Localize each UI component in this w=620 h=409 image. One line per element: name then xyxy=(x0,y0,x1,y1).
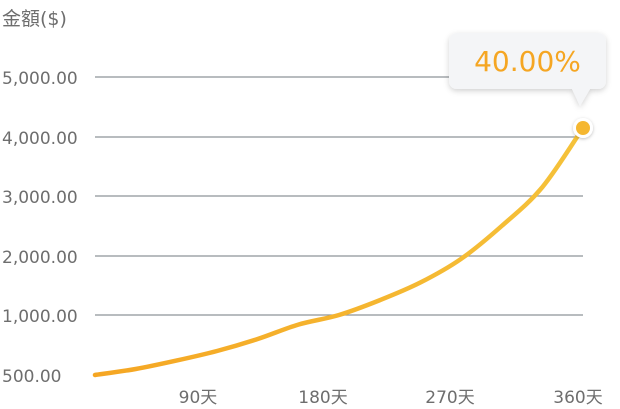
y-tick-labels: 500.00 1,000.00 2,000.00 3,000.00 4,000.00 5,… xyxy=(2,69,78,387)
annotation-layer: 40.00% xyxy=(449,33,606,138)
grid-lines xyxy=(95,76,583,316)
tooltip-bubble xyxy=(449,33,606,106)
end-point-marker xyxy=(576,121,590,135)
x-tick-label: 360天 xyxy=(553,388,602,408)
series-layer xyxy=(92,125,586,378)
y-tick-label: 2,000.00 xyxy=(2,248,78,268)
x-tick-label: 270天 xyxy=(425,388,474,408)
y-tick-label: 5,000.00 xyxy=(2,69,78,89)
y-tick-label: 3,000.00 xyxy=(2,188,78,208)
tooltip-value: 40.00% xyxy=(474,45,581,78)
y-tick-label: 500.00 xyxy=(2,367,61,387)
y-axis-label: 金額($) xyxy=(2,8,67,30)
x-tick-label: 90天 xyxy=(179,388,218,408)
y-tick-label: 4,000.00 xyxy=(2,129,78,149)
x-tick-label: 180天 xyxy=(298,388,347,408)
series-line xyxy=(92,125,586,378)
x-tick-labels: 90天 180天 270天 360天 xyxy=(179,388,603,408)
y-tick-label: 1,000.00 xyxy=(2,307,78,327)
